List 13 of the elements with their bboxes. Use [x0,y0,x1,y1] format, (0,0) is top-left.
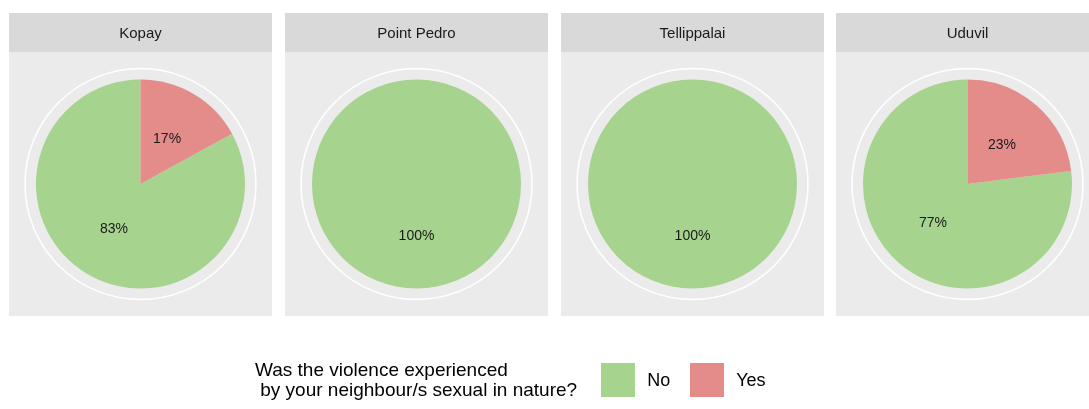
chart-title: Tellippalai [561,13,824,52]
chart-title: Point Pedro [285,13,548,52]
data-label: 100% [674,227,711,244]
data-label: 77% [918,214,947,231]
legend-title: Was the violence experienced by your neighbour/s sexual in nature? [255,359,578,400]
data-label: 83% [99,219,128,236]
data-label: 100% [398,227,435,244]
data-label: 23% [988,135,1017,152]
data-label: 17% [153,129,182,146]
chart-title: Kopay [9,13,272,52]
chart-title: Uduvil [836,13,1089,52]
legend-label: Yes [736,369,766,391]
legend-label: No [647,369,671,391]
